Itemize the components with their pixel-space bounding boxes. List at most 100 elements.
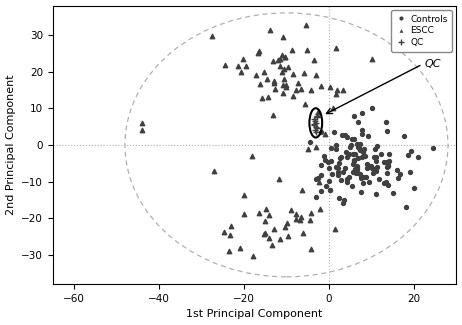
ESCC (258, 96, 265, 101)
Controls (373, 143, 380, 149)
Controls (396, 171, 404, 176)
Controls (359, 174, 366, 179)
ESCC (339, 88, 346, 93)
ESCC (221, 63, 229, 68)
ESCC (211, 168, 218, 173)
ESCC (317, 83, 325, 88)
ESCC (297, 87, 304, 92)
ESCC (220, 229, 227, 234)
Controls (385, 163, 392, 168)
Controls (384, 163, 392, 169)
Controls (359, 149, 366, 154)
Controls (383, 119, 390, 124)
ESCC (292, 211, 299, 216)
Controls (354, 167, 361, 172)
Controls (359, 154, 366, 159)
ESCC (296, 218, 304, 223)
Controls (336, 160, 343, 165)
Controls (358, 190, 365, 195)
Controls (348, 136, 356, 141)
ESCC (290, 93, 297, 98)
Controls (373, 164, 381, 169)
ESCC (274, 57, 281, 62)
Controls (350, 136, 357, 142)
ESCC (292, 88, 300, 93)
Controls (359, 132, 366, 137)
Controls (351, 113, 358, 119)
Controls (382, 179, 389, 185)
Controls (326, 165, 333, 170)
Controls (371, 146, 378, 151)
ESCC (287, 207, 294, 212)
Controls (343, 177, 350, 182)
Controls (385, 151, 393, 156)
Controls (362, 175, 370, 180)
ESCC (285, 65, 292, 70)
ESCC (302, 22, 310, 27)
ESCC (270, 226, 278, 231)
ESCC (292, 217, 300, 222)
ESCC (332, 46, 340, 51)
Controls (383, 160, 390, 165)
ESCC (280, 77, 288, 82)
QC (312, 120, 319, 125)
Controls (358, 128, 365, 133)
ESCC (226, 233, 233, 238)
Controls (371, 166, 378, 171)
Controls (334, 166, 342, 171)
ESCC (275, 176, 282, 182)
Controls (414, 155, 421, 160)
Controls (361, 153, 369, 158)
ESCC (234, 64, 241, 69)
Controls (368, 106, 376, 111)
Controls (354, 156, 362, 161)
Controls (371, 154, 378, 159)
Controls (314, 175, 322, 180)
ESCC (297, 215, 304, 220)
Controls (341, 166, 349, 171)
Controls (345, 151, 352, 157)
ESCC (310, 58, 317, 63)
ESCC (249, 254, 257, 259)
Controls (337, 178, 344, 183)
Controls (306, 139, 314, 144)
ESCC (240, 192, 248, 197)
ESCC (300, 230, 307, 235)
Text: QC: QC (425, 59, 441, 69)
Controls (338, 155, 345, 160)
Controls (334, 172, 342, 177)
Controls (384, 182, 392, 187)
ESCC (255, 51, 262, 56)
Controls (320, 153, 328, 158)
Controls (405, 153, 412, 158)
ESCC (280, 34, 287, 40)
Controls (360, 146, 367, 151)
Controls (355, 119, 362, 124)
Controls (327, 146, 334, 151)
Controls (385, 158, 393, 163)
ESCC (300, 71, 308, 76)
Controls (349, 151, 356, 156)
Controls (341, 132, 349, 137)
ESCC (280, 82, 287, 87)
Controls (410, 186, 418, 191)
ESCC (312, 144, 320, 149)
ESCC (263, 77, 270, 82)
ESCC (252, 72, 260, 78)
Controls (393, 167, 401, 173)
ESCC (255, 211, 263, 216)
ESCC (269, 112, 276, 117)
Controls (353, 165, 361, 170)
Controls (348, 183, 356, 188)
ESCC (294, 80, 301, 85)
Controls (344, 179, 351, 184)
ESCC (255, 48, 262, 53)
ESCC (225, 248, 232, 254)
ESCC (278, 70, 286, 75)
QC (311, 128, 319, 133)
Controls (336, 155, 344, 160)
Controls (377, 151, 384, 156)
QC (313, 113, 320, 118)
Controls (372, 158, 380, 163)
Controls (389, 190, 396, 195)
